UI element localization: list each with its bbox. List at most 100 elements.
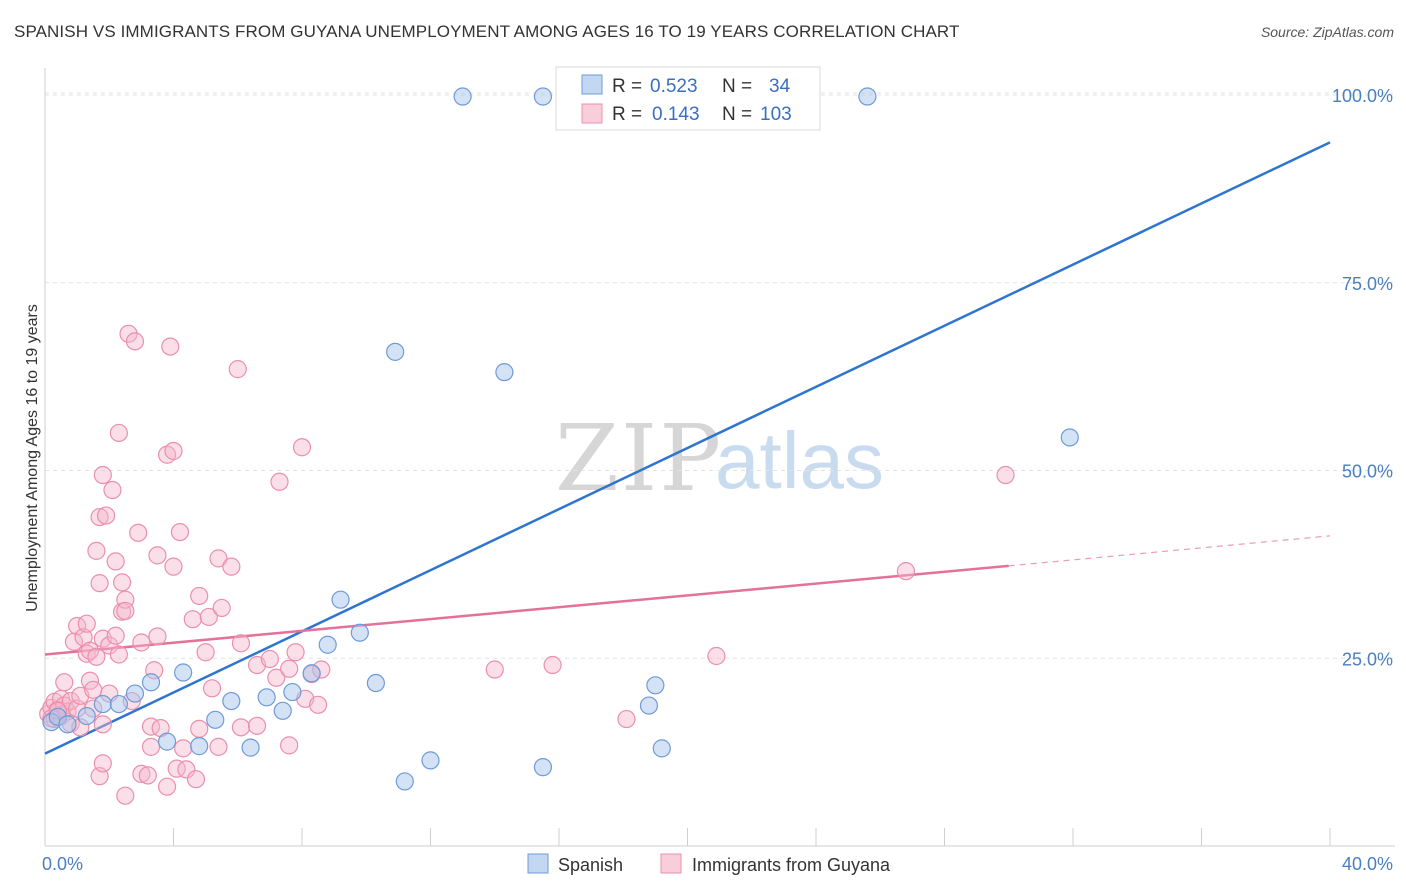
point-guyana-100 [996,465,1015,485]
point-guyana-98 [707,646,726,666]
point-guyana-38 [106,626,125,645]
point-guyana-48 [125,332,145,351]
point-spanish-28 [533,758,553,777]
legend-guyana-r-value: 0.143 [652,104,700,125]
point-spanish-7 [141,673,161,692]
point-spanish-9 [174,663,193,682]
point-spanish-23 [395,772,414,791]
point-guyana-70 [190,719,209,738]
trend-lines [44,141,1331,755]
points [39,87,1079,805]
point-guyana-97 [617,709,636,729]
point-spanish-2 [58,715,77,734]
point-spanish-31 [652,739,671,758]
point-spanish-22 [386,342,405,361]
point-guyana-59 [157,777,177,796]
bottom-legend-guyana-swatch [660,853,682,874]
point-guyana-40 [109,423,128,443]
legend-spanish-swatch [581,74,603,95]
legend-spanish-n-label: N = [722,76,752,97]
point-spanish-14 [257,688,276,707]
point-guyana-49 [129,523,148,542]
point-guyana-67 [177,760,196,779]
point-guyana-90 [292,438,312,457]
point-guyana-57 [148,546,167,565]
grid [45,92,1395,659]
point-guyana-54 [141,717,161,736]
x-tick-label-left: 0.0% [42,854,83,874]
point-guyana-88 [280,659,299,678]
trend-line-guyana [44,564,1009,656]
point-guyana-44 [116,601,135,621]
point-guyana-39 [109,645,128,664]
point-guyana-32 [93,465,112,485]
point-guyana-51 [132,764,151,784]
point-spanish-4 [93,694,112,714]
point-guyana-71 [190,586,209,606]
point-guyana-69 [186,770,206,789]
y-tick-label-2: 75.0% [1342,274,1393,294]
point-guyana-85 [267,668,286,687]
legend-spanish-n-value: 34 [769,76,791,97]
point-spanish-32 [858,87,877,106]
point-guyana-72 [196,643,215,662]
point-spanish-12 [222,691,241,711]
point-guyana-26 [90,574,109,593]
bottom-legend-spanish-swatch [527,853,549,874]
point-guyana-62 [164,441,183,461]
bottom-legend-guyana-label: Immigrants from Guyana [692,855,891,875]
point-guyana-25 [87,647,106,666]
point-guyana-42 [112,573,132,592]
point-spanish-11 [206,710,225,729]
point-spanish-17 [302,664,321,683]
point-spanish-6 [125,684,145,703]
point-spanish-29 [639,696,659,715]
point-spanish-5 [109,694,128,714]
point-spanish-8 [157,732,177,751]
point-spanish-16 [283,682,302,702]
point-guyana-29 [93,754,112,773]
legend-spanish-r-value: 0.523 [650,76,698,97]
watermark-zip: ZIP [555,405,723,512]
point-guyana-86 [270,472,289,491]
point-guyana-65 [170,522,190,542]
y-tick-label-0: 25.0% [1342,649,1393,669]
point-guyana-64 [167,759,186,778]
bottom-legend: Spanish Immigrants from Guyana [527,853,891,875]
point-guyana-83 [247,716,267,735]
chart-title: SPANISH VS IMMIGRANTS FROM GUYANA UNEMPL… [14,22,960,41]
y-tick-label-1: 50.0% [1342,462,1393,482]
point-guyana-73 [199,607,218,627]
source-credit: Source: ZipAtlas.com [1260,24,1394,40]
point-guyana-84 [260,649,279,669]
y-tick-label-3: 100.0% [1332,86,1393,106]
trend-line-guyana-extension [1008,535,1331,567]
trend-line-spanish [44,141,1331,755]
point-guyana-33 [96,506,116,525]
point-guyana-93 [308,695,328,714]
point-guyana-68 [183,610,202,629]
point-guyana-10 [61,691,80,711]
point-guyana-27 [90,507,109,527]
point-guyana-87 [280,736,299,755]
axes [44,68,1395,847]
point-guyana-89 [286,643,305,662]
point-spanish-13 [241,738,260,757]
legend-spanish-r-label: R = [612,76,642,97]
legend-guyana-n-label: N = [722,104,752,125]
point-guyana-52 [138,766,157,785]
watermark-atlas: atlas [715,416,884,505]
point-guyana-95 [485,660,504,679]
point-spanish-10 [190,737,209,756]
point-guyana-36 [103,480,122,500]
point-spanish-19 [331,590,350,609]
bottom-legend-spanish-label: Spanish [558,855,623,875]
point-guyana-46 [119,324,138,343]
point-spanish-30 [646,676,665,695]
point-spanish-21 [366,673,385,693]
point-spanish-3 [77,706,96,726]
point-guyana-99 [896,562,916,581]
point-guyana-74 [202,679,222,698]
point-spanish-20 [350,623,369,642]
point-guyana-31 [93,715,112,734]
